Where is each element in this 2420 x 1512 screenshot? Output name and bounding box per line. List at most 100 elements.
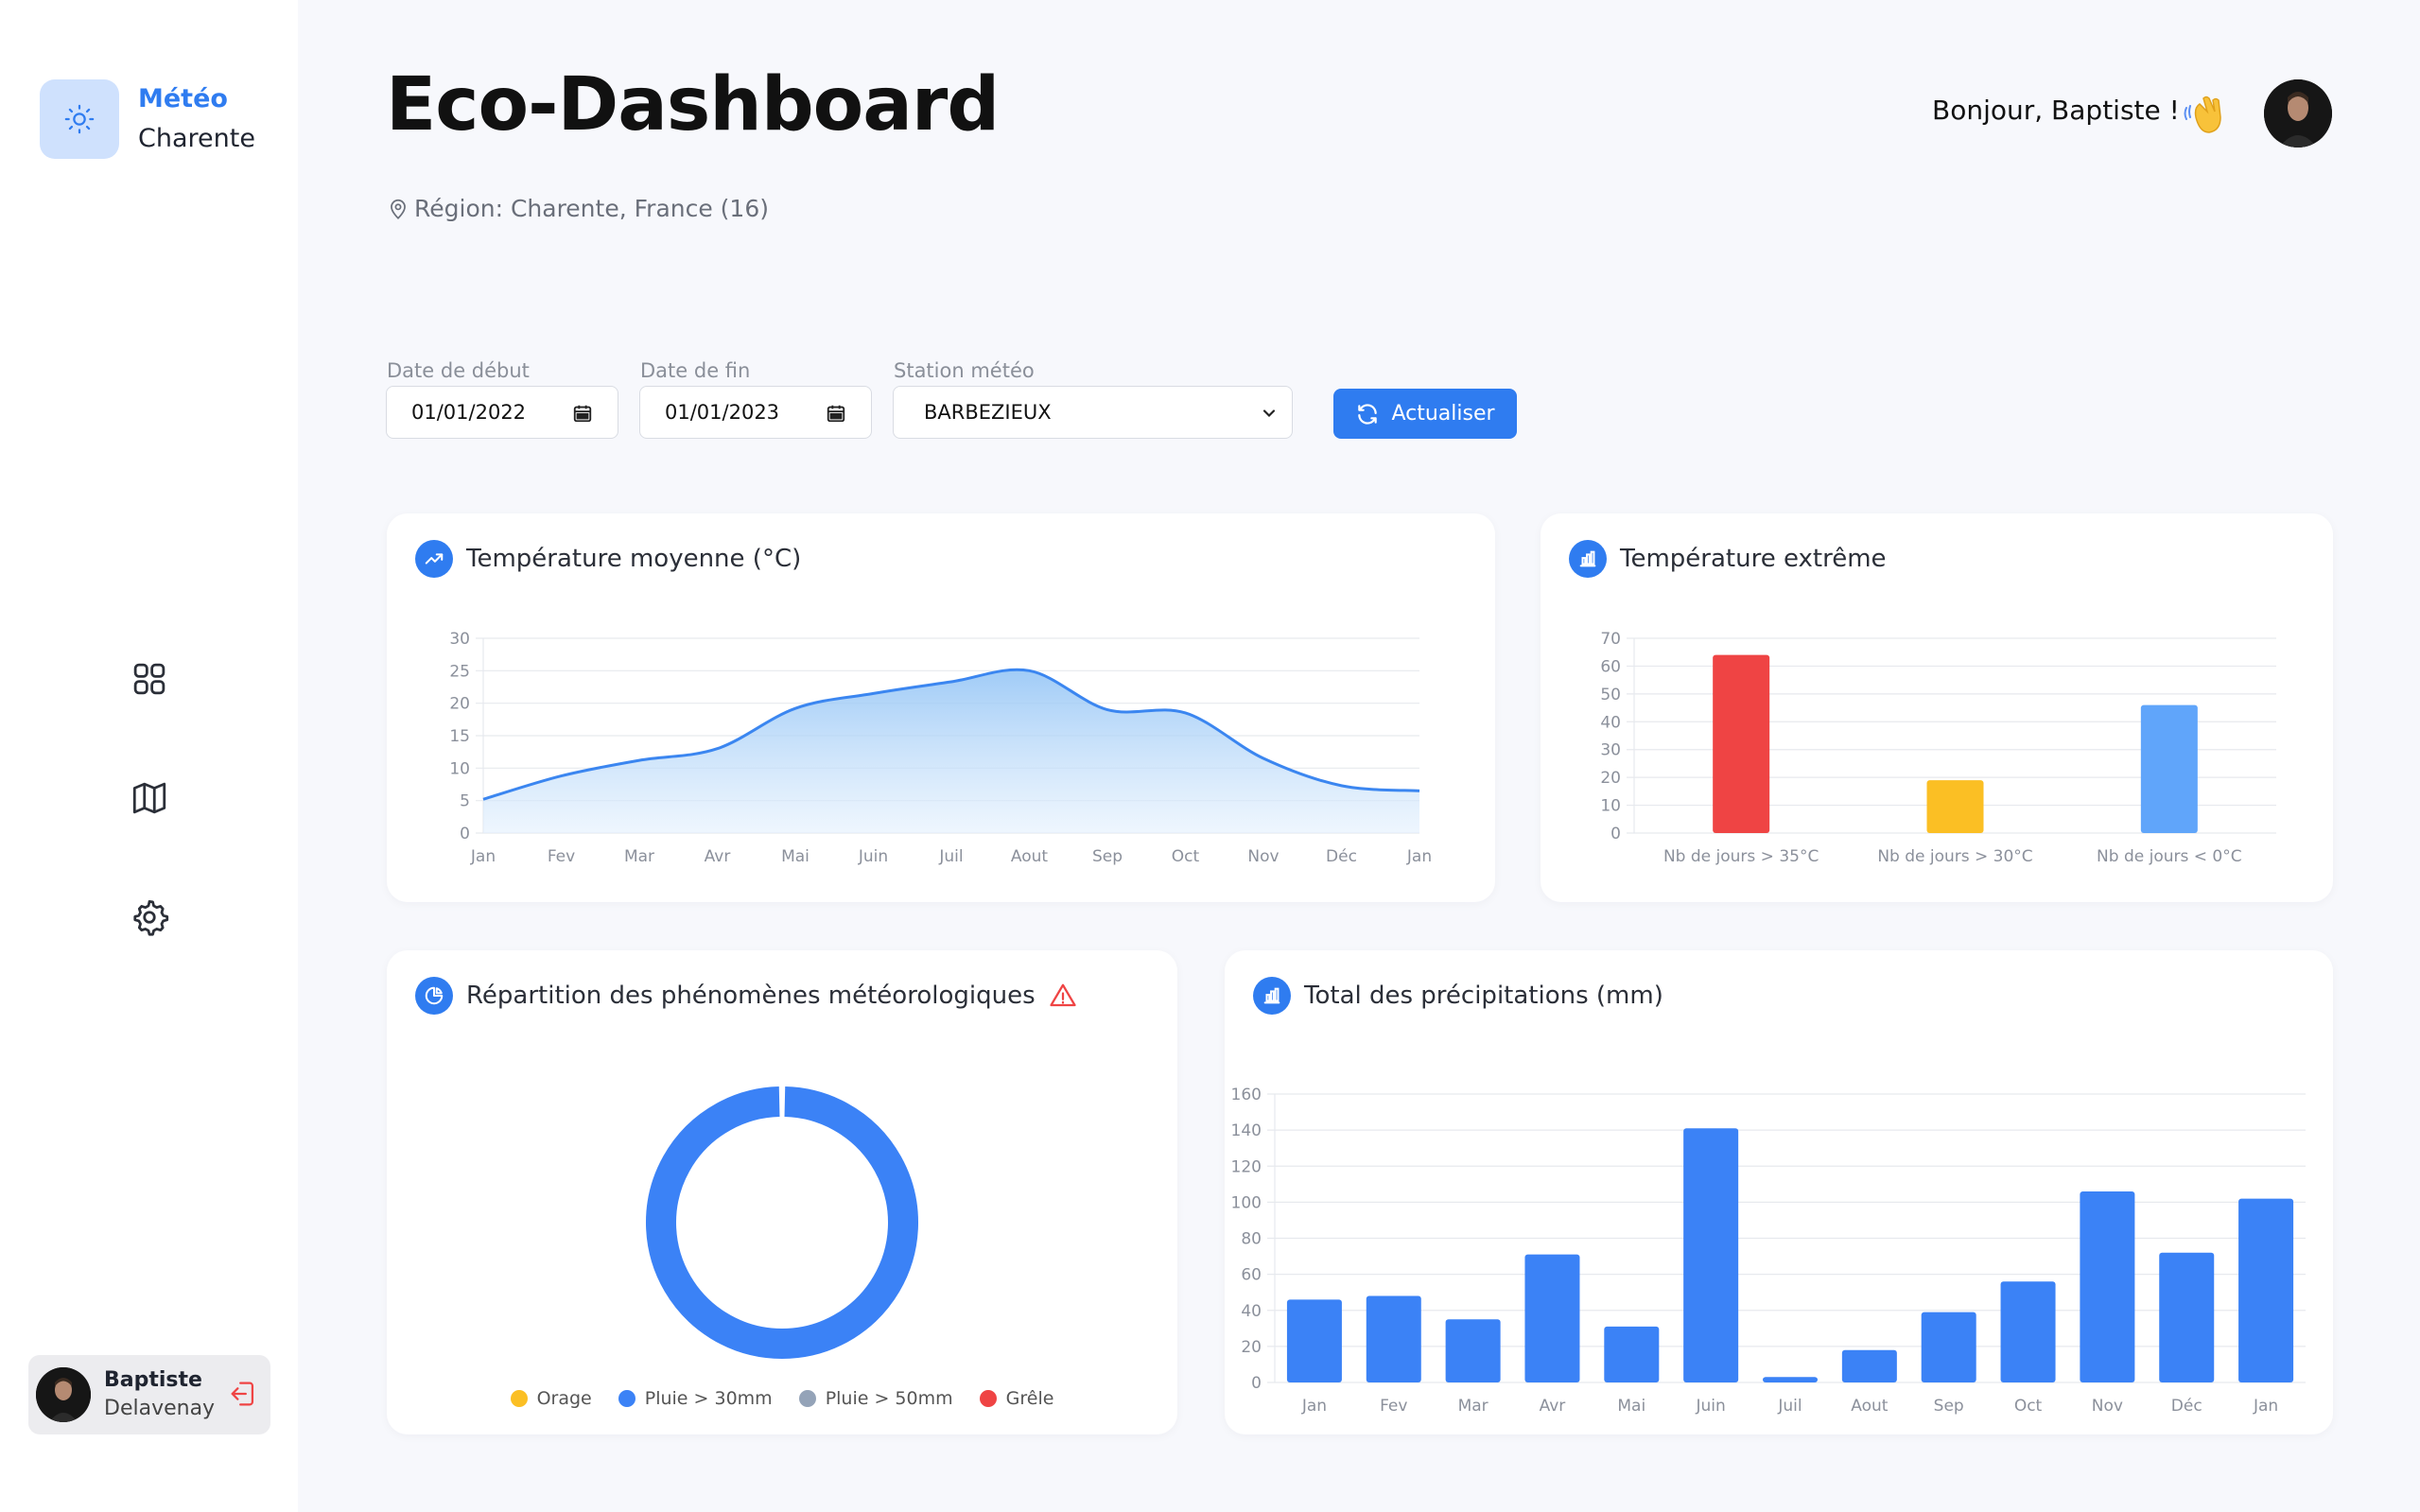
x-tick-label: Avr — [1540, 1397, 1566, 1416]
x-tick-label: Juil — [1777, 1397, 1802, 1416]
page-title: Eco-Dashboard — [386, 62, 1000, 148]
start-date-input[interactable]: 01/01/2022 — [386, 386, 618, 439]
bar — [2080, 1190, 2135, 1382]
chevron-down-icon — [1262, 409, 1276, 418]
x-tick-label: Jan — [2253, 1397, 2278, 1416]
y-tick-label: 25 — [449, 662, 470, 681]
card-title: Total des précipitations (mm) — [1304, 982, 1663, 1010]
y-tick-label: 15 — [449, 727, 470, 746]
bar — [1921, 1312, 1976, 1382]
area-fill — [483, 669, 1419, 833]
y-tick-label: 40 — [1600, 713, 1621, 732]
refresh-button[interactable]: Actualiser — [1333, 389, 1517, 439]
bar — [1683, 1128, 1739, 1382]
brand-text: Météo Charente — [138, 79, 255, 159]
waving-hand-icon — [2181, 89, 2230, 138]
bar — [1841, 1349, 1897, 1382]
x-tick-label: Oct — [2014, 1397, 2043, 1416]
legend-label: Orage — [536, 1388, 592, 1409]
user-name: Baptiste Delavenay — [104, 1366, 215, 1423]
legend-item[interactable]: Pluie > 30mm — [618, 1388, 773, 1409]
x-tick-label: Jan — [1406, 847, 1432, 866]
card-title: Température moyenne (°C) — [466, 545, 802, 573]
refresh-icon — [1358, 403, 1378, 425]
avg-temperature-card: 0 5 10 15 20 25 30 Jan Fev Mar Avr Mai Juin Juil Aout S… — [387, 513, 1495, 902]
bar — [2238, 1198, 2294, 1382]
phenomena-card: Répartition des phénomènes météorologiqu… — [387, 950, 1177, 1434]
card-header: Total des précipitations (mm) — [1253, 977, 1663, 1015]
avatar — [36, 1367, 91, 1422]
extreme-temperature-card: 0 10 20 30 40 50 60 70 Nb de jours > 35°C Nb de j… — [1541, 513, 2333, 902]
legend-item[interactable]: Orage — [510, 1388, 592, 1409]
brand-title: Météo — [138, 84, 228, 113]
card-header: Répartition des phénomènes météorologiqu… — [415, 977, 1077, 1015]
donut-slice — [646, 1086, 918, 1359]
y-tick-label: 5 — [460, 792, 470, 811]
legend-dot — [979, 1390, 997, 1407]
x-tick-label: Mai — [781, 847, 810, 866]
x-tick-label: Déc — [1326, 847, 1357, 866]
user-card[interactable]: Baptiste Delavenay — [28, 1355, 270, 1434]
brand[interactable]: Météo Charente — [40, 79, 255, 159]
calendar-icon[interactable] — [572, 403, 593, 424]
y-tick-label: 10 — [1600, 797, 1621, 816]
x-tick-label: Nov — [1247, 847, 1279, 866]
legend-item[interactable]: Pluie > 50mm — [798, 1388, 953, 1409]
y-tick-label: 60 — [1600, 657, 1621, 676]
trending-up-icon — [415, 540, 453, 578]
grid-icon[interactable] — [130, 659, 169, 699]
start-date-label: Date de début — [387, 359, 530, 382]
x-tick-label: Jan — [1301, 1397, 1327, 1416]
legend-item[interactable]: Grêle — [979, 1388, 1054, 1409]
bar — [1286, 1299, 1342, 1382]
refresh-label: Actualiser — [1391, 402, 1495, 426]
card-title: Répartition des phénomènes météorologiqu… — [466, 982, 1036, 1010]
profile-avatar[interactable] — [2264, 79, 2332, 148]
sun-icon — [40, 79, 119, 159]
y-tick-label: 50 — [1600, 686, 1621, 704]
card-header: Température extrême — [1569, 540, 1887, 578]
gear-icon[interactable] — [130, 897, 169, 937]
legend-dot — [798, 1390, 816, 1407]
x-tick-label: Mar — [624, 847, 654, 866]
x-tick-label: Aout — [1851, 1397, 1889, 1416]
location-pin-icon — [391, 199, 406, 219]
x-tick-label: Sep — [1092, 847, 1123, 866]
bar-chart-icon — [1253, 977, 1291, 1015]
bar — [1926, 780, 1984, 833]
y-tick-label: 40 — [1241, 1302, 1262, 1321]
end-date-label: Date de fin — [640, 359, 751, 382]
y-tick-label: 0 — [1251, 1374, 1262, 1393]
x-tick-label: Sep — [1934, 1397, 1964, 1416]
x-tick-label: Déc — [2171, 1397, 2202, 1416]
end-date-input[interactable]: 01/01/2023 — [639, 386, 872, 439]
station-select[interactable]: BARBEZIEUX — [893, 386, 1293, 439]
legend-label: Pluie > 50mm — [825, 1388, 953, 1409]
y-tick-label: 20 — [1241, 1338, 1262, 1357]
precipitation-card: 0 20 40 60 80 100 120 140 160 Jan Fev Mar Avr Mai Juin… — [1225, 950, 2333, 1434]
sidebar: Météo Charente Baptiste — [0, 0, 298, 1512]
bar — [1763, 1377, 1818, 1382]
calendar-icon[interactable] — [826, 403, 846, 424]
x-tick-label: Mai — [1617, 1397, 1645, 1416]
bar — [1604, 1326, 1660, 1382]
map-icon[interactable] — [130, 778, 169, 818]
y-tick-label: 30 — [449, 630, 470, 649]
y-tick-label: 80 — [1241, 1230, 1262, 1249]
legend-label: Pluie > 30mm — [644, 1388, 773, 1409]
x-tick-label: Mar — [1458, 1397, 1489, 1416]
user-last-name: Delavenay — [104, 1397, 216, 1420]
card-header: Température moyenne (°C) — [415, 540, 801, 578]
y-tick-label: 30 — [1600, 741, 1621, 760]
y-tick-label: 160 — [1231, 1086, 1262, 1104]
x-tick-label: Nb de jours > 35°C — [1663, 847, 1819, 866]
bar — [2140, 704, 2198, 833]
precipitation-chart: 0 20 40 60 80 100 120 140 160 Jan Fev Mar Avr Mai Juin… — [1231, 1086, 2306, 1416]
y-tick-label: 0 — [1610, 825, 1621, 843]
x-tick-label: Aout — [1011, 847, 1049, 866]
bar — [1445, 1319, 1501, 1382]
x-tick-label: Nov — [2092, 1397, 2123, 1416]
x-tick-label: Nb de jours < 0°C — [2097, 847, 2242, 866]
logout-icon[interactable] — [227, 1378, 259, 1410]
legend-label: Grêle — [1005, 1388, 1054, 1409]
